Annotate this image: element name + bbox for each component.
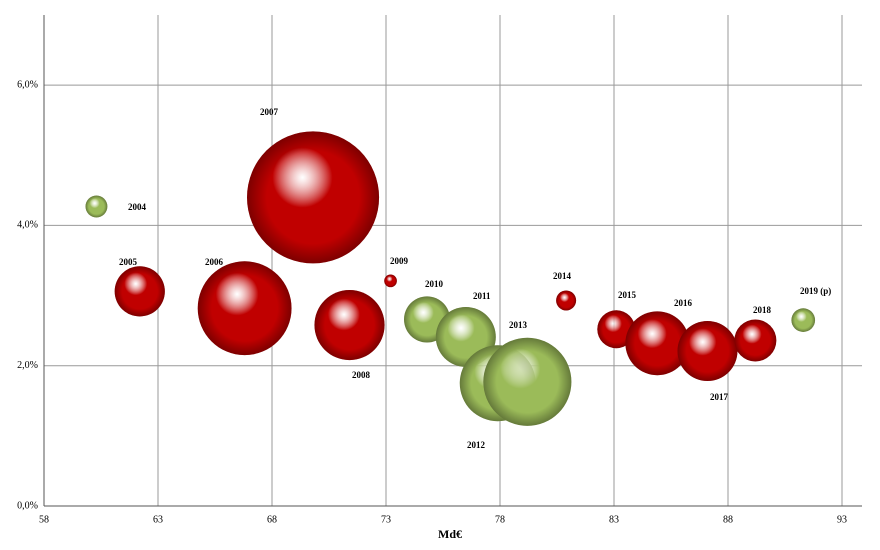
y-tick-label: 4,0% [17,220,38,231]
bubble [677,320,738,381]
bubble [114,266,165,317]
bubble-label: 2008 [352,370,371,380]
y-tick-label: 0,0% [17,500,38,511]
bubble [85,195,108,218]
bubble-label: 2019 (p) [800,286,831,296]
bubble [483,337,572,426]
bubble [734,319,777,362]
x-tick-label: 88 [723,514,733,525]
bubble-label: 2012 [467,440,486,450]
bubble-label: 2018 [753,305,772,315]
bubble-label: 2005 [119,257,138,267]
x-tick-label: 93 [837,514,847,525]
x-tick-label: 78 [495,514,505,525]
x-tick-label: 73 [381,514,391,525]
bubble-label: 2011 [473,291,491,301]
bubble-label: 2013 [509,320,528,330]
bubble-label: 2007 [260,107,279,117]
bubble [791,308,816,332]
bubble-label: 2010 [425,279,444,289]
x-axis-title: Md€ [438,527,462,541]
bubble-label: 2015 [618,290,637,300]
bubble-label: 2004 [128,202,147,212]
x-tick-label: 58 [39,514,49,525]
bubble [384,274,397,288]
bubble-label: 2017 [710,392,729,402]
bubble [247,131,380,264]
x-tick-label: 63 [153,514,163,525]
y-tick-label: 6,0% [17,79,38,90]
bubble [197,261,292,356]
x-tick-label: 83 [609,514,619,525]
bubble-label: 2009 [390,256,409,266]
bubble-label: 2006 [205,257,224,267]
bubble-label: 2016 [674,298,693,308]
bubble [314,289,385,361]
bubble-label: 2014 [553,271,572,281]
bubble [556,290,577,311]
x-tick-label: 68 [267,514,277,525]
y-tick-label: 2,0% [17,360,38,371]
